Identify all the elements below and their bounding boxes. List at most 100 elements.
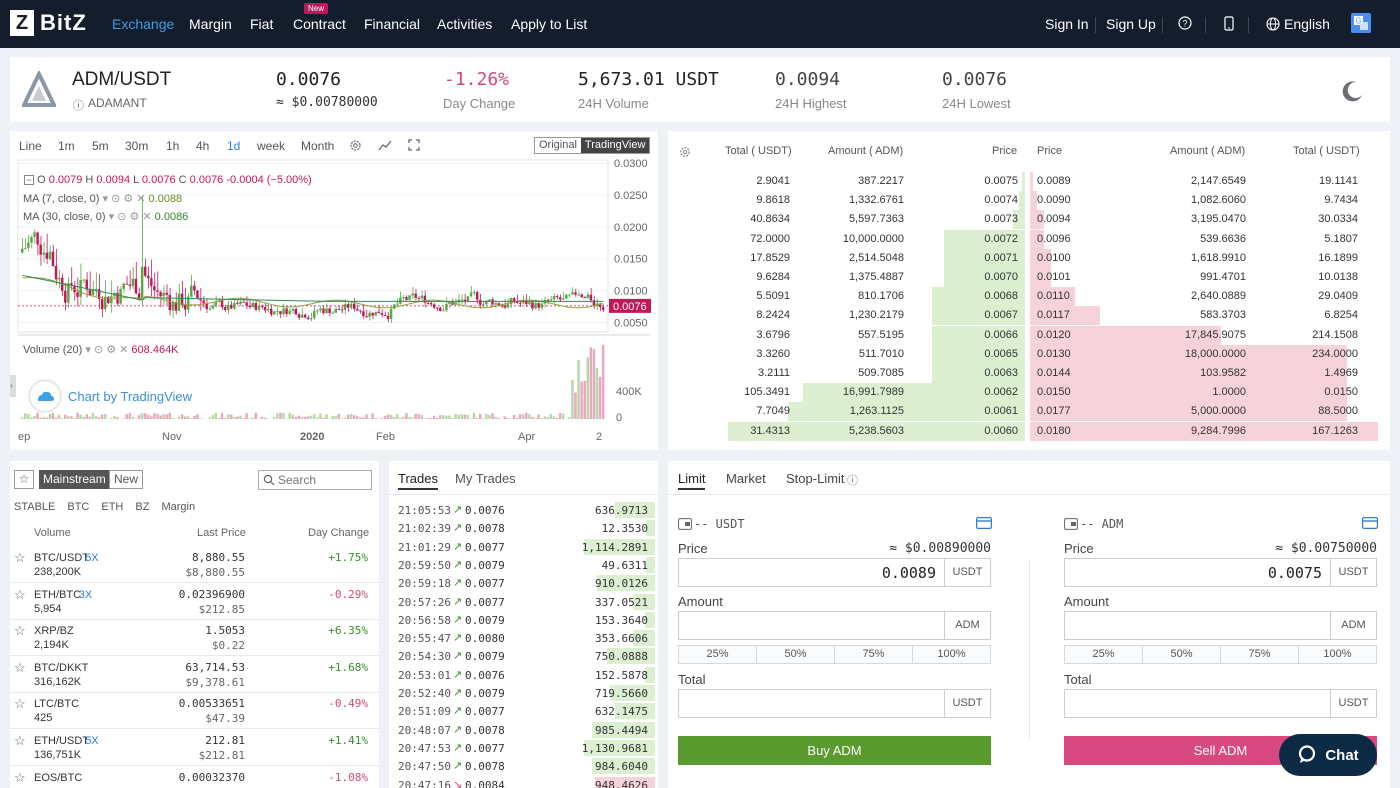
filter-margin[interactable]: Margin — [161, 501, 196, 513]
buy-pct-25[interactable]: 25% — [678, 645, 757, 664]
view-original-button[interactable]: Original — [535, 138, 581, 153]
tab-mainstream[interactable]: Mainstream — [39, 470, 110, 489]
interval-month[interactable]: Month — [301, 139, 335, 153]
favorite-star-icon[interactable]: ☆ — [14, 733, 26, 748]
sell-pct-100[interactable]: 100% — [1298, 645, 1377, 664]
order-book-row[interactable]: 2.9041 387.2217 0.0075 0.0089 2,147.6549 19.1… — [668, 172, 1390, 191]
market-row[interactable]: ☆ XRP/BZ 2,194K 1.5053 $0.22 +6.35% — [10, 620, 379, 657]
buy-button[interactable]: Buy ADM — [678, 736, 991, 765]
order-book-row[interactable]: 8.2424 1,230.2179 0.0067 0.0117 583.3703 6.82… — [668, 306, 1390, 326]
sell-card-icon[interactable] — [1362, 517, 1379, 532]
buy-amount-input[interactable] — [678, 611, 945, 640]
chat-widget-button[interactable]: Chat — [1279, 734, 1377, 776]
filter-stable[interactable]: STABLE — [14, 501, 56, 513]
favorite-star-icon[interactable]: ☆ — [14, 696, 26, 712]
help-icon[interactable]: ? — [1178, 16, 1192, 33]
buy-total-input[interactable] — [678, 689, 945, 718]
tab-new[interactable]: New — [109, 470, 144, 489]
chart-settings-icon[interactable] — [349, 139, 362, 155]
search-input[interactable] — [278, 472, 368, 488]
sign-in-link[interactable]: Sign In — [1045, 16, 1089, 32]
tab-trades[interactable]: Trades — [398, 471, 438, 490]
sell-price-input[interactable]: 0.0075 — [1064, 558, 1331, 587]
tradingview-watermark[interactable]: Chart by TradingView — [30, 381, 193, 411]
filter-btc[interactable]: BTC — [67, 501, 90, 513]
filter-bz[interactable]: BZ — [135, 501, 150, 513]
indicators-icon[interactable] — [378, 139, 392, 155]
buy-card-icon[interactable] — [976, 517, 993, 532]
interval-5m[interactable]: 5m — [92, 139, 109, 153]
volume-dropdown-icon[interactable]: ▾ ⊙ ⚙ ✕ — [85, 344, 132, 356]
favorite-star-icon[interactable]: ☆ — [14, 623, 26, 639]
coin-name[interactable]: ADAMANT — [88, 96, 147, 110]
tab-my-trades[interactable]: My Trades — [455, 471, 516, 486]
market-row[interactable]: ☆ ETH/BTC 3X 5,954 0.02396900 $212.85 -0.29% — [10, 584, 379, 620]
order-book-row[interactable]: 7.7049 1,263.1125 0.0061 0.0177 5,000.0000 88… — [668, 402, 1390, 422]
info-icon[interactable]: ⓘ — [73, 100, 84, 112]
tab-limit[interactable]: Limit — [678, 471, 706, 490]
market-row[interactable]: ☆ ETH/USDT 5X 136,751K 212.81 $212.81 +1.41% — [10, 730, 379, 766]
nav-financial[interactable]: Financial — [364, 16, 421, 32]
tab-stop-limit[interactable]: Stop-Limit — [786, 471, 845, 486]
orderbook-settings-icon[interactable] — [679, 146, 691, 161]
order-book-row[interactable]: 31.4313 5,238.5603 0.0060 0.0180 9,284.7996 1… — [668, 421, 1390, 441]
ma2-dropdown-icon[interactable]: ▾ ⊙ ⚙ ✕ — [108, 211, 155, 223]
translate-icon[interactable]: G — [1351, 13, 1371, 33]
sell-amount-input[interactable] — [1064, 611, 1331, 640]
market-row[interactable]: ☆ BTC/DKKT 316,162K 63,714.53 $9,378.61 +1.68… — [10, 657, 379, 693]
order-book-row[interactable]: 3.2111 509.7085 0.0063 0.0144 103.9582 1.4969 — [668, 364, 1390, 383]
nav-activities[interactable]: Activities — [437, 16, 493, 32]
buy-pct-100[interactable]: 100% — [912, 645, 991, 664]
favorites-star-icon[interactable]: ☆ — [14, 470, 34, 489]
interval-line[interactable]: Line — [19, 139, 42, 153]
bitz-logo[interactable]: Z BitZ — [10, 10, 87, 36]
favorite-star-icon[interactable]: ☆ — [14, 550, 26, 565]
view-tradingview-button[interactable]: TradingView — [580, 138, 650, 153]
ma1-dropdown-icon[interactable]: ▾ ⊙ ⚙ ✕ — [102, 193, 149, 205]
interval-1m[interactable]: 1m — [58, 139, 75, 153]
interval-30m[interactable]: 30m — [125, 139, 149, 153]
favorite-star-icon[interactable]: ☆ — [14, 769, 26, 785]
nav-margin[interactable]: Margin — [189, 16, 232, 32]
order-book-row[interactable]: 9.6284 1,375.4887 0.0070 0.0101 991.4701 10.0… — [668, 268, 1390, 287]
order-book-row[interactable]: 40.8634 5,597.7363 0.0073 0.0094 3,195.0470 3… — [668, 210, 1390, 230]
sell-total-input[interactable] — [1064, 689, 1331, 718]
favorite-star-icon[interactable]: ☆ — [14, 659, 26, 675]
interval-week[interactable]: week — [257, 139, 286, 153]
market-row[interactable]: ☆ LTC/BTC 425 0.00533651 $47.39 -0.49% — [10, 693, 379, 730]
sell-pct-50[interactable]: 50% — [1142, 645, 1221, 664]
sign-up-link[interactable]: Sign Up — [1106, 16, 1156, 32]
order-book-row[interactable]: 72.0000 10,000.0000 0.0072 0.0096 539.6636 5.… — [668, 229, 1390, 249]
sell-pct-25[interactable]: 25% — [1064, 645, 1143, 664]
interval-4h[interactable]: 4h — [196, 139, 210, 153]
market-row[interactable]: ☆ BTC/USDT 5X 238,200K 8,880.55 $8,880.55 +1.7… — [10, 547, 379, 583]
nav-apply-to-list[interactable]: Apply to List — [511, 16, 588, 32]
sell-pct-75[interactable]: 75% — [1220, 645, 1299, 664]
collapse-icon[interactable]: − — [24, 175, 34, 186]
moon-icon[interactable] — [1340, 79, 1364, 106]
order-book-row[interactable]: 5.5091 810.1706 0.0068 0.0110 2,640.0889 29.0… — [668, 287, 1390, 307]
order-book-row[interactable]: 17.8529 2,514.5048 0.0071 0.0100 1,618.9910 1… — [668, 248, 1390, 268]
favorite-star-icon[interactable]: ☆ — [14, 586, 26, 602]
mobile-app-icon[interactable] — [1224, 16, 1234, 34]
col-last-price[interactable]: Last Price — [197, 527, 246, 539]
nav-fiat[interactable]: Fiat — [250, 16, 274, 32]
order-book-row[interactable]: 9.8618 1,332.6761 0.0074 0.0090 1,082.6060 9.… — [668, 191, 1390, 211]
nav-exchange[interactable]: Exchange — [112, 16, 175, 32]
stop-limit-info-icon[interactable]: ⓘ — [847, 475, 858, 487]
interval-1d[interactable]: 1d — [227, 139, 241, 153]
col-day-change[interactable]: Day Change — [308, 527, 370, 539]
order-book-row[interactable]: 3.3260 511.7010 0.0065 0.0130 18,000.0000 234… — [668, 344, 1390, 364]
market-row[interactable]: ☆ EOS/BTC 0.00032370 -1.08% — [10, 767, 379, 788]
chart-collapse-handle[interactable]: › — [10, 375, 16, 397]
nav-contract[interactable]: Contract — [293, 16, 346, 32]
buy-pct-75[interactable]: 75% — [834, 645, 913, 664]
order-book-row[interactable]: 105.3491 16,991.7989 0.0062 0.0150 1.0000 0.0… — [668, 383, 1390, 403]
col-volume[interactable]: Volume — [34, 527, 71, 539]
order-book-row[interactable]: 3.6796 557.5195 0.0066 0.0120 17,845.9075 214… — [668, 325, 1390, 345]
buy-pct-50[interactable]: 50% — [756, 645, 835, 664]
fullscreen-icon[interactable] — [408, 139, 420, 154]
buy-price-input[interactable]: 0.0089 — [678, 558, 945, 587]
tab-market[interactable]: Market — [726, 471, 766, 486]
filter-eth[interactable]: ETH — [101, 501, 124, 513]
